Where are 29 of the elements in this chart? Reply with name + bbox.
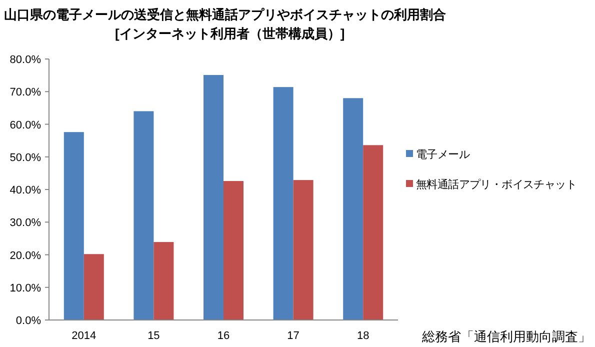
y-tick-label: 60.0% xyxy=(10,119,42,132)
y-tick-label: 20.0% xyxy=(10,250,42,262)
bar xyxy=(363,145,384,320)
text: 総務省「通信利用動向調査」 xyxy=(421,329,591,344)
x-tick-label: 15 xyxy=(148,330,160,342)
bar xyxy=(204,74,224,320)
x-tick-label: 16 xyxy=(217,330,230,342)
y-tick-label: 30.0% xyxy=(10,217,42,230)
bar xyxy=(64,132,84,320)
bar xyxy=(293,180,314,320)
bar xyxy=(84,254,104,320)
bar xyxy=(273,87,294,320)
x-tick-label: 17 xyxy=(287,330,300,342)
legend-label: 無料通話アプリ・ボイスチャット xyxy=(416,178,577,191)
y-tick-label: 40.0% xyxy=(10,184,42,196)
x-tick-label: 18 xyxy=(356,330,370,342)
y-tick-label: 10.0% xyxy=(10,282,42,294)
x-tick-label: 2014 xyxy=(72,330,96,342)
bar xyxy=(134,111,154,320)
y-tick-label: 50.0% xyxy=(10,152,42,164)
y-tick-label: 0.0% xyxy=(16,315,42,327)
bar xyxy=(154,242,174,320)
chart-title: 山口県の電子メールの送受信と無料通話アプリやボイスチャットの利用割合 xyxy=(4,7,446,22)
chart-subtitle: [インターネット利用者（世帯構成員）] xyxy=(115,26,345,41)
legend-label: 電子メール xyxy=(416,149,470,161)
bar xyxy=(343,98,364,320)
y-tick-label: 70.0% xyxy=(10,86,42,99)
bar xyxy=(224,181,244,320)
y-tick-label: 80.0% xyxy=(10,54,42,66)
